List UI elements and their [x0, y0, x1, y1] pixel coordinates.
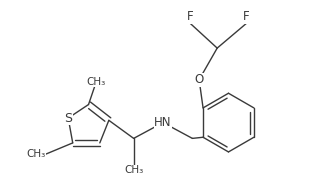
Text: CH₃: CH₃ [26, 149, 46, 159]
Text: F: F [187, 10, 193, 23]
Text: HN: HN [154, 116, 172, 129]
Text: S: S [64, 112, 72, 125]
Text: CH₃: CH₃ [87, 77, 106, 87]
Text: O: O [195, 73, 204, 86]
Text: F: F [243, 10, 250, 23]
Text: CH₃: CH₃ [124, 165, 143, 176]
